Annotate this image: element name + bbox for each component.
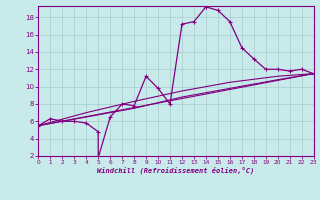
X-axis label: Windchill (Refroidissement éolien,°C): Windchill (Refroidissement éolien,°C) <box>97 167 255 174</box>
